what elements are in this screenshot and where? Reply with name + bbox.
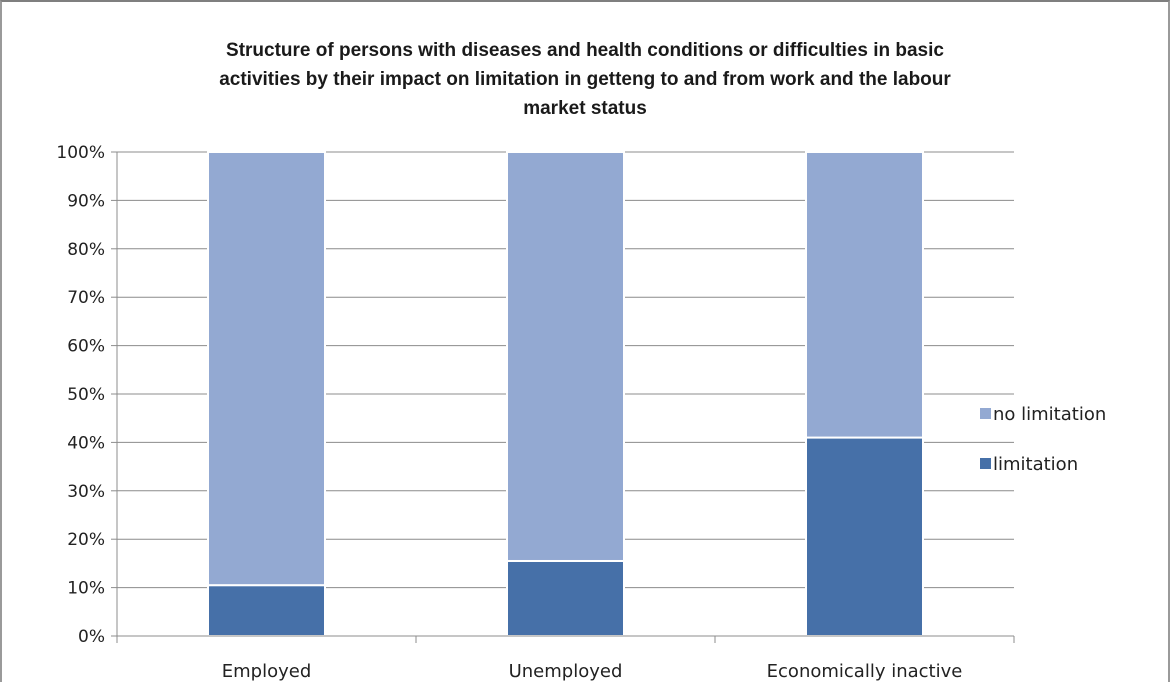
y-tick-label: 80%	[67, 240, 105, 260]
bar-no-limitation	[506, 151, 625, 562]
legend-swatch	[980, 408, 991, 419]
axes	[116, 152, 1015, 643]
y-tick-label: 50%	[67, 385, 105, 405]
legend-swatch	[980, 458, 991, 469]
bar-no-limitation	[207, 151, 326, 587]
bar-limitation	[506, 559, 625, 637]
title-line-3: market status	[523, 98, 647, 119]
y-tick-label: 70%	[67, 288, 105, 308]
y-tick-label: 100%	[56, 143, 105, 163]
bar-no-limitation	[805, 151, 924, 439]
chart-title: Structure of persons with diseases and h…	[120, 36, 1050, 123]
x-category-label: Employed	[222, 661, 312, 682]
y-tick-labels: 0% 10% 20% 30% 40% 50% 60% 70% 80% 90% 100%	[56, 143, 105, 647]
title-line-2: activities by their impact on limitation…	[219, 69, 951, 90]
bar-limitation	[805, 436, 924, 637]
title-line-1: Structure of persons with diseases and h…	[226, 40, 944, 61]
legend-label: no limitation	[993, 404, 1106, 425]
x-category-label: Unemployed	[509, 661, 623, 682]
y-tick-label: 30%	[67, 482, 105, 502]
bar-limitation	[207, 584, 326, 637]
x-category-labels: Employed Unemployed Economically inactive	[222, 661, 963, 682]
legend-label: limitation	[993, 454, 1078, 475]
y-tick-label: 0%	[78, 627, 105, 647]
bars	[207, 151, 924, 637]
y-tick-label: 20%	[67, 530, 105, 550]
y-tick-label: 60%	[67, 337, 105, 357]
y-tick-label: 10%	[67, 579, 105, 599]
y-tick-label: 90%	[67, 191, 105, 211]
legend: no limitation limitation	[980, 404, 1106, 475]
y-tick-label: 40%	[67, 433, 105, 453]
x-category-label: Economically inactive	[767, 661, 963, 682]
